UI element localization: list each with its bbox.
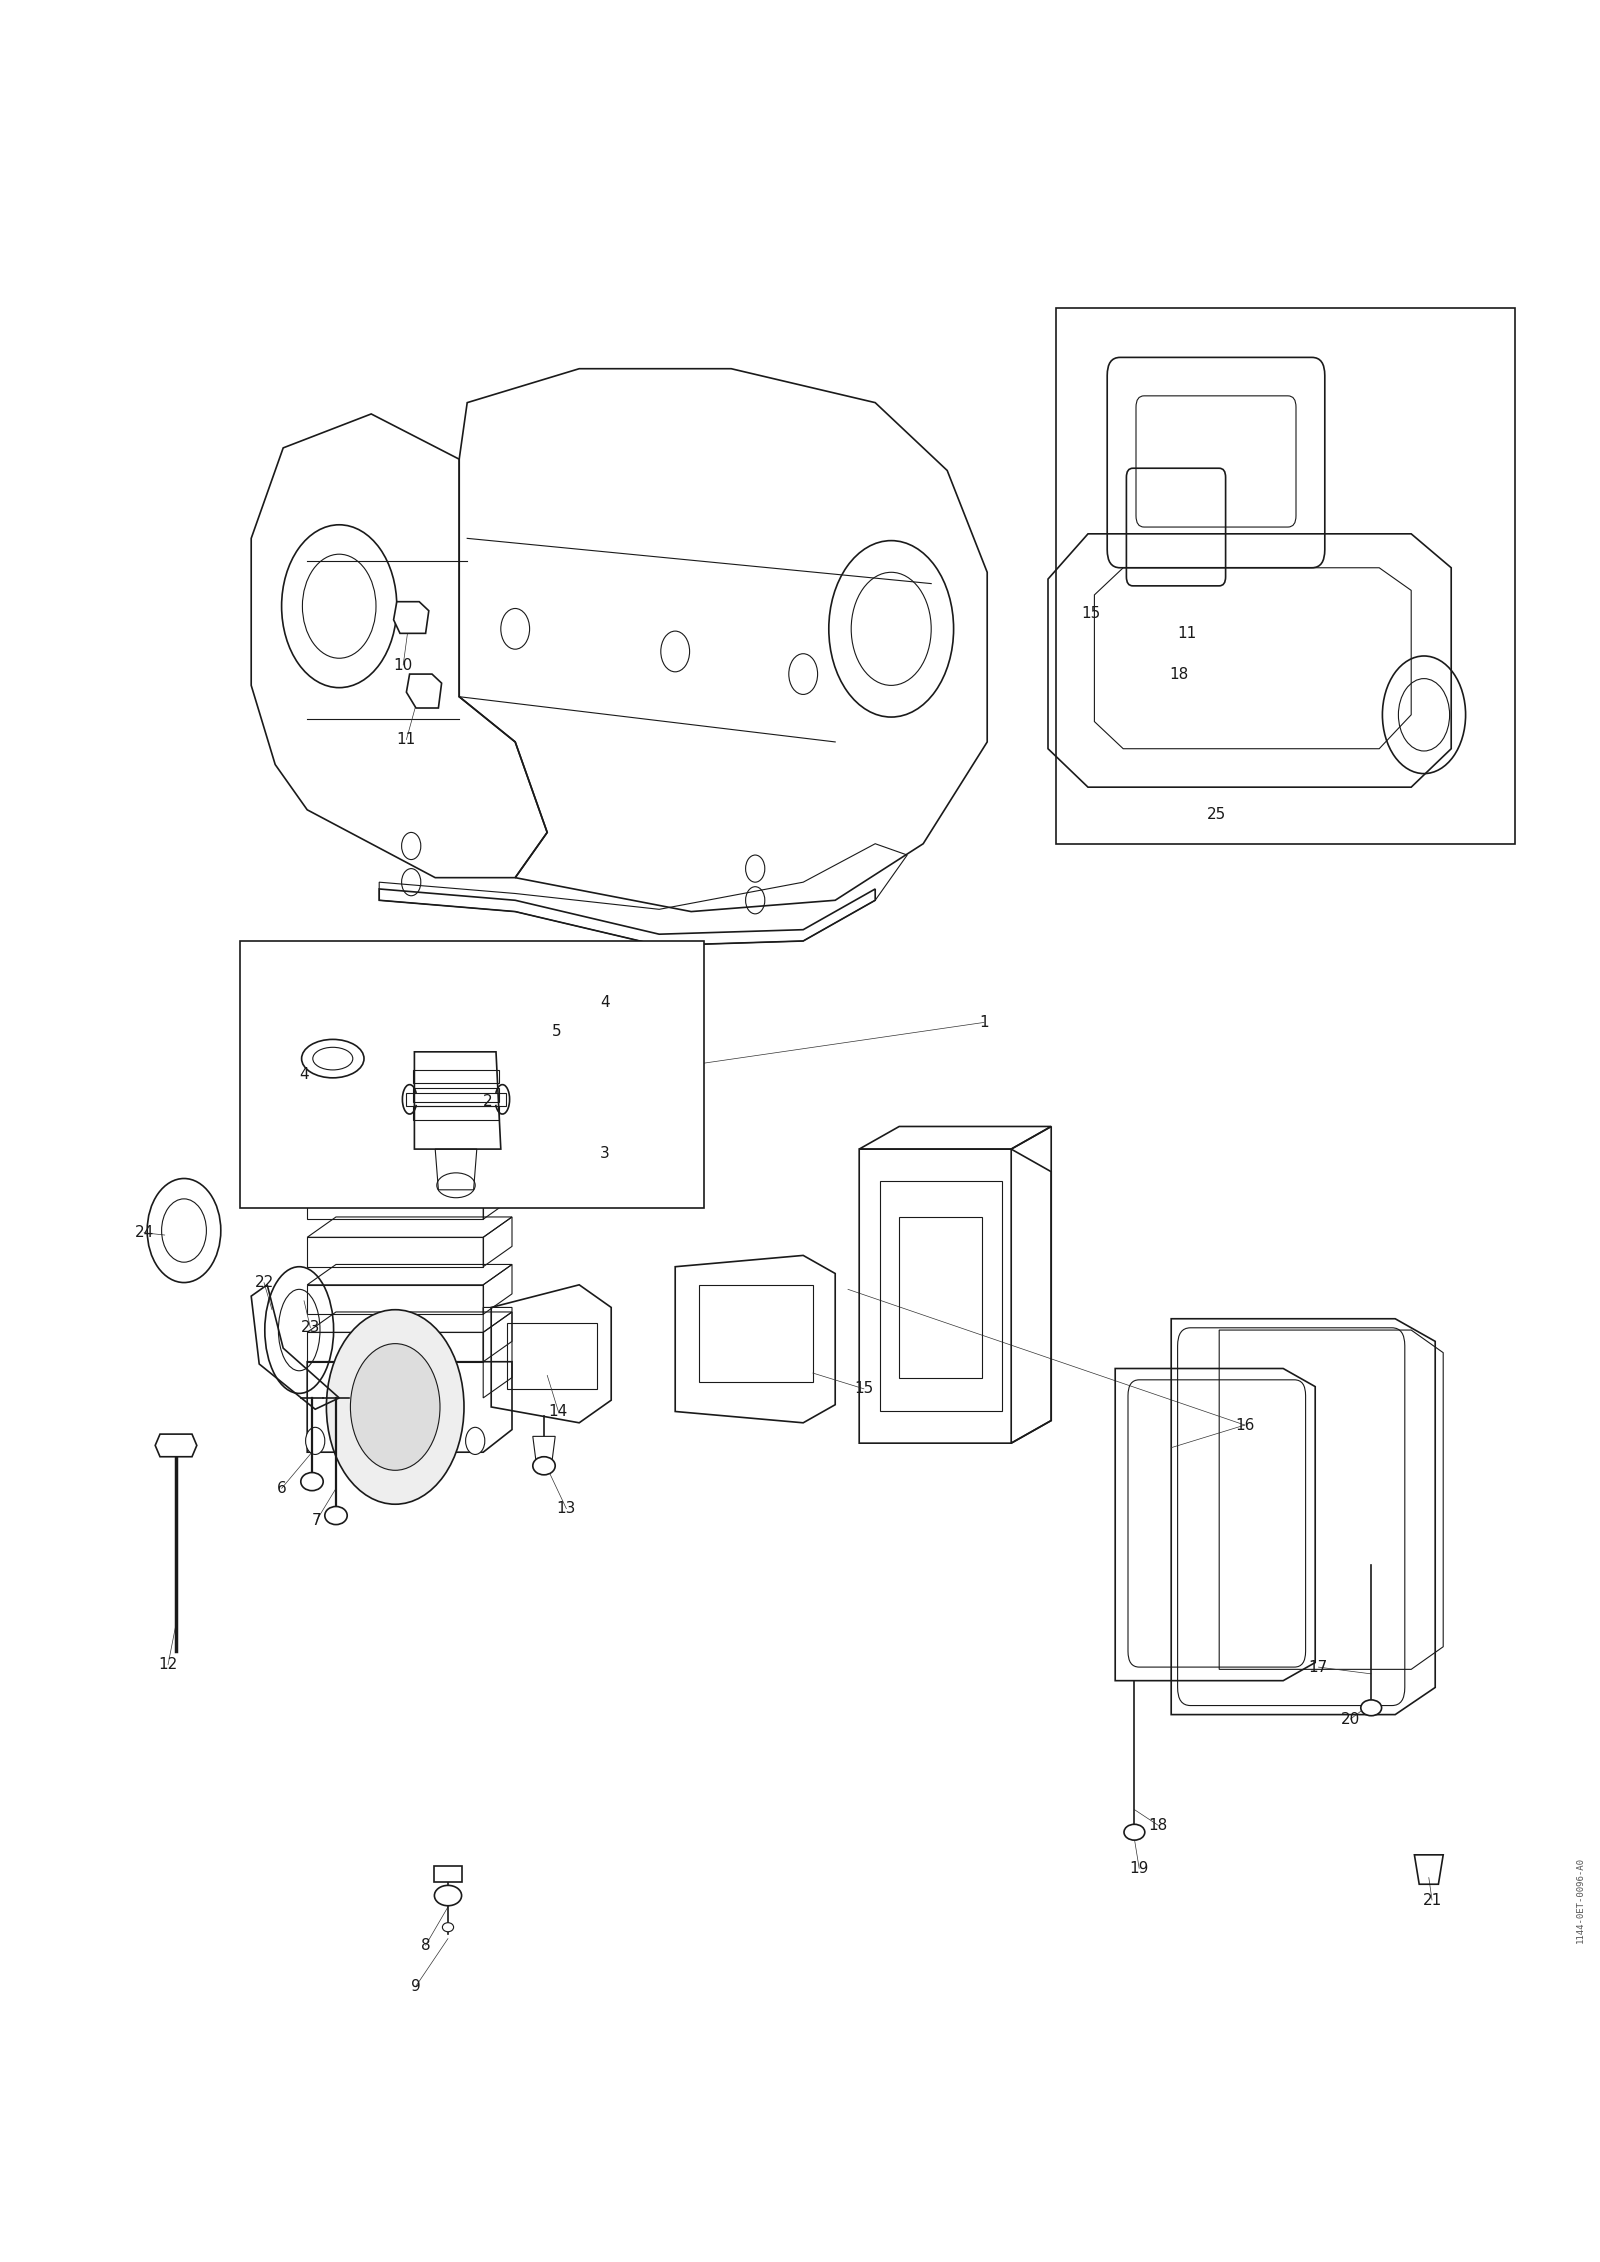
Circle shape — [350, 1344, 440, 1470]
Text: 17: 17 — [1309, 1660, 1328, 1674]
Text: 4: 4 — [600, 995, 610, 1009]
Bar — [899, 1217, 982, 1378]
Text: 2: 2 — [483, 1095, 493, 1108]
Ellipse shape — [1360, 1701, 1382, 1717]
Text: 22: 22 — [254, 1276, 274, 1289]
Bar — [1056, 308, 1515, 844]
Polygon shape — [533, 1436, 555, 1461]
Circle shape — [326, 1310, 464, 1504]
Text: 21: 21 — [1422, 1893, 1442, 1907]
Text: 14: 14 — [549, 1405, 568, 1418]
Text: 25: 25 — [1206, 808, 1226, 821]
Polygon shape — [434, 1866, 462, 1882]
Ellipse shape — [442, 1923, 454, 1932]
Text: 11: 11 — [397, 733, 416, 746]
Polygon shape — [406, 674, 442, 708]
Bar — [507, 1323, 597, 1389]
Text: 3: 3 — [600, 1147, 610, 1160]
Text: 9: 9 — [411, 1979, 421, 1993]
Circle shape — [466, 1427, 485, 1454]
Ellipse shape — [533, 1457, 555, 1475]
Text: 20: 20 — [1341, 1712, 1360, 1726]
Text: 24: 24 — [134, 1226, 154, 1240]
Circle shape — [306, 1427, 325, 1454]
Ellipse shape — [1123, 1823, 1146, 1841]
Text: 13: 13 — [557, 1502, 576, 1516]
Ellipse shape — [435, 1887, 462, 1905]
Text: 4: 4 — [299, 1068, 309, 1081]
Polygon shape — [155, 1434, 197, 1457]
Text: 18: 18 — [1149, 1819, 1168, 1832]
Text: 23: 23 — [301, 1321, 320, 1335]
Text: 18: 18 — [1170, 667, 1189, 681]
Ellipse shape — [301, 1473, 323, 1491]
Text: 16: 16 — [1235, 1418, 1254, 1432]
Text: 5: 5 — [552, 1025, 562, 1038]
Polygon shape — [394, 602, 429, 633]
Bar — [699, 1285, 813, 1382]
Text: 6: 6 — [277, 1482, 286, 1495]
Text: 15: 15 — [1082, 606, 1101, 620]
Bar — [240, 941, 704, 1208]
Text: 7: 7 — [312, 1513, 322, 1527]
Text: 1144-0ET-0096-A0: 1144-0ET-0096-A0 — [1576, 1857, 1586, 1943]
Text: 10: 10 — [394, 658, 413, 672]
Ellipse shape — [325, 1506, 347, 1525]
Text: 8: 8 — [421, 1939, 430, 1952]
Text: 12: 12 — [158, 1658, 178, 1672]
Text: 1: 1 — [979, 1016, 989, 1029]
Text: 15: 15 — [854, 1382, 874, 1396]
Text: 11: 11 — [1178, 627, 1197, 640]
Text: 19: 19 — [1130, 1862, 1149, 1875]
Bar — [880, 1181, 1002, 1411]
